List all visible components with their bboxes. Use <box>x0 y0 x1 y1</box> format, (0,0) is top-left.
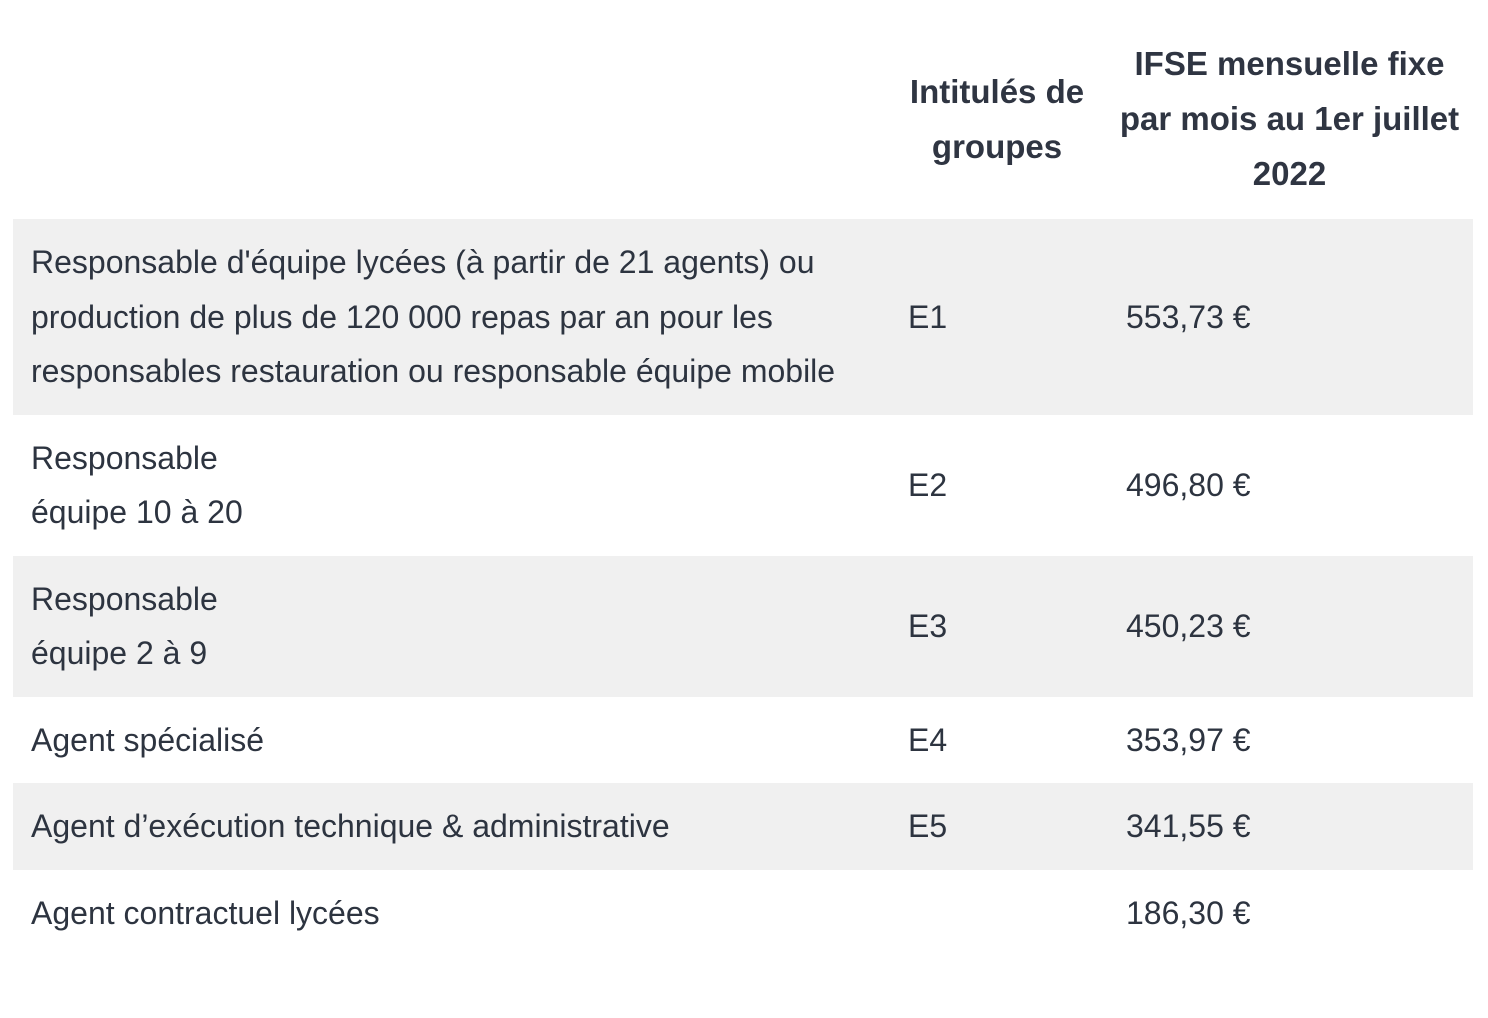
row-description-line: équipe 2 à 9 <box>31 635 208 671</box>
row-amount: 553,73 € <box>1106 219 1473 415</box>
header-description <box>13 0 888 219</box>
ifse-table: Intitulés de groupes IFSE mensuelle fixe… <box>13 0 1473 956</box>
table-header: Intitulés de groupes IFSE mensuelle fixe… <box>13 0 1473 219</box>
table-row: Agent spécialisé E4 353,97 € <box>13 696 1473 783</box>
row-group: E5 <box>888 783 1106 870</box>
table-row: Agent contractuel lycées 186,30 € <box>13 869 1473 956</box>
table-row: Responsable d'équipe lycées (à partir de… <box>13 219 1473 415</box>
row-description: Responsable d'équipe lycées (à partir de… <box>13 219 888 415</box>
row-description: Agent d’exécution technique & administra… <box>13 783 888 870</box>
row-description-line: Responsable <box>31 580 218 617</box>
row-amount: 450,23 € <box>1106 555 1473 697</box>
row-amount: 353,97 € <box>1106 696 1473 783</box>
row-group: E3 <box>888 555 1106 697</box>
header-row: Intitulés de groupes IFSE mensuelle fixe… <box>13 0 1473 219</box>
table-row: Agent d’exécution technique & administra… <box>13 783 1473 870</box>
row-description-line: Responsable <box>31 439 218 476</box>
row-group <box>888 869 1106 956</box>
row-description: Responsable équipe 2 à 9 <box>13 555 888 697</box>
table-row: Responsable équipe 10 à 20 E2 496,80 € <box>13 414 1473 556</box>
row-group: E4 <box>888 696 1106 783</box>
row-description-line: équipe 10 à 20 <box>31 494 243 530</box>
row-description: Agent spécialisé <box>13 696 888 783</box>
row-amount: 341,55 € <box>1106 783 1473 870</box>
table-body: Responsable d'équipe lycées (à partir de… <box>13 219 1473 956</box>
row-amount: 186,30 € <box>1106 869 1473 956</box>
row-group: E1 <box>888 219 1106 415</box>
row-group: E2 <box>888 414 1106 556</box>
header-group: Intitulés de groupes <box>909 72 1085 165</box>
row-description: Responsable équipe 10 à 20 <box>13 414 888 556</box>
header-amount: IFSE mensuelle fixe par mois au 1er juil… <box>1119 45 1460 192</box>
row-amount: 496,80 € <box>1106 414 1473 556</box>
ifse-table-container: Intitulés de groupes IFSE mensuelle fixe… <box>13 0 1473 956</box>
table-row: Responsable équipe 2 à 9 E3 450,23 € <box>13 555 1473 697</box>
row-description: Agent contractuel lycées <box>13 869 888 956</box>
